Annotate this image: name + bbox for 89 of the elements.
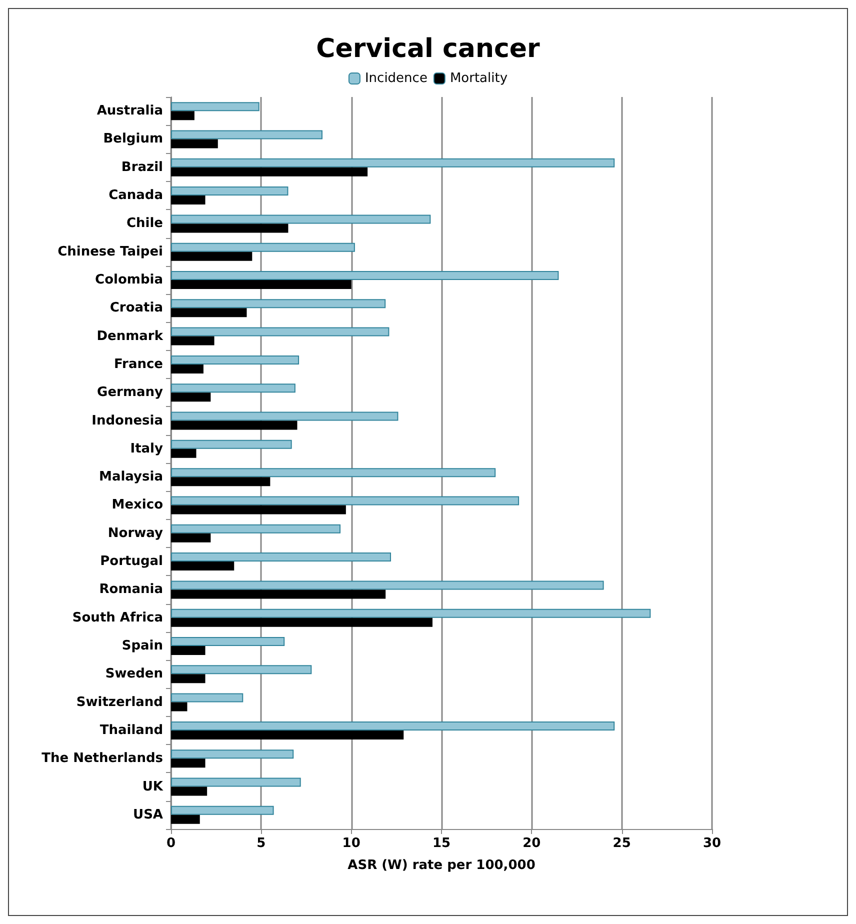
- bar: [171, 186, 288, 196]
- bar: [171, 196, 206, 205]
- bar: [171, 646, 206, 655]
- x-tick-label: 0: [166, 836, 176, 851]
- bar: [171, 448, 196, 458]
- chart-title: Cervical cancer: [316, 34, 540, 64]
- bar: [171, 778, 301, 787]
- bar: [171, 242, 355, 252]
- bar: [171, 214, 431, 224]
- bar: [171, 299, 386, 308]
- y-tick-label: Chile: [126, 216, 164, 232]
- bar: [171, 786, 208, 796]
- legend-label: Incidence: [364, 71, 428, 86]
- y-tick-label: Sweden: [105, 666, 163, 682]
- y-tick-label: Canada: [108, 188, 163, 204]
- y-tick-label: UK: [142, 779, 164, 794]
- y-tick-label: Denmark: [96, 328, 164, 344]
- y-tick-label: Norway: [108, 526, 164, 541]
- y-tick-label: South Africa: [72, 610, 163, 626]
- bar: [171, 167, 368, 176]
- bar: [171, 384, 296, 393]
- bar: [171, 224, 288, 233]
- bar: [171, 102, 260, 112]
- y-tick-label: Indonesia: [92, 413, 163, 428]
- bar: [171, 308, 247, 318]
- y-tick-label: France: [114, 356, 164, 372]
- bar: [171, 392, 211, 402]
- bar: [171, 336, 214, 346]
- bar: [171, 814, 200, 824]
- bar: [171, 327, 390, 336]
- bar: [171, 130, 322, 140]
- bar: [171, 721, 615, 730]
- bar: [171, 758, 206, 768]
- y-tick-label: Mexico: [112, 498, 164, 513]
- y-tick-label: Switzerland: [76, 694, 163, 710]
- y-tick-label: Chinese Taipei: [58, 244, 163, 260]
- x-tick-label: 10: [342, 836, 360, 851]
- bar: [171, 505, 346, 514]
- y-tick-label: Colombia: [95, 272, 163, 288]
- y-tick-label: Romania: [99, 582, 163, 598]
- bar: [171, 702, 188, 712]
- y-tick-label: Spain: [122, 638, 163, 654]
- y-tick-label: Belgium: [103, 132, 163, 147]
- bar: [171, 580, 604, 590]
- bar: [171, 280, 352, 289]
- bar: [171, 806, 274, 815]
- bar: [171, 477, 270, 486]
- x-tick-label: 15: [432, 836, 451, 851]
- bar: [171, 111, 194, 120]
- bar: [171, 533, 211, 542]
- bar: [171, 730, 404, 740]
- bar: [171, 440, 292, 449]
- y-tick-label: The Netherlands: [42, 751, 164, 766]
- y-tick-label: Malaysia: [99, 470, 163, 485]
- bar: [171, 420, 298, 430]
- bar: [171, 608, 651, 618]
- bar: [171, 271, 559, 280]
- y-tick-label: Thailand: [100, 722, 163, 738]
- bar: [171, 562, 234, 571]
- bar: [171, 674, 206, 684]
- bar: [171, 139, 218, 148]
- bar: [171, 524, 341, 534]
- bar: [171, 693, 244, 702]
- x-tick-label: 30: [702, 836, 722, 851]
- bar: [171, 364, 204, 374]
- bar: [171, 665, 312, 674]
- y-tick-label: Croatia: [110, 300, 163, 316]
- x-axis-title: ASR (W) rate per 100,000: [348, 858, 536, 873]
- bar: [171, 552, 392, 562]
- bar: [171, 496, 520, 506]
- y-tick-label: USA: [133, 807, 163, 822]
- x-tick-label: 20: [522, 836, 541, 851]
- x-tick-label: 5: [256, 836, 266, 851]
- bar: [171, 158, 615, 168]
- bar: [171, 412, 398, 421]
- x-tick-label: 25: [612, 836, 631, 851]
- bar: [171, 468, 496, 478]
- y-tick-label: Brazil: [121, 160, 163, 175]
- y-tick-label: Portugal: [100, 554, 163, 570]
- bar: [171, 355, 300, 364]
- bar: [171, 590, 386, 599]
- y-tick-label: Australia: [96, 104, 163, 119]
- bar: [171, 750, 294, 759]
- bar: [171, 637, 285, 646]
- y-tick-label: Italy: [130, 441, 164, 456]
- legend-label: Mortality: [450, 71, 508, 86]
- y-tick-label: Germany: [97, 385, 164, 400]
- bar: [171, 252, 252, 261]
- bar: [171, 618, 432, 627]
